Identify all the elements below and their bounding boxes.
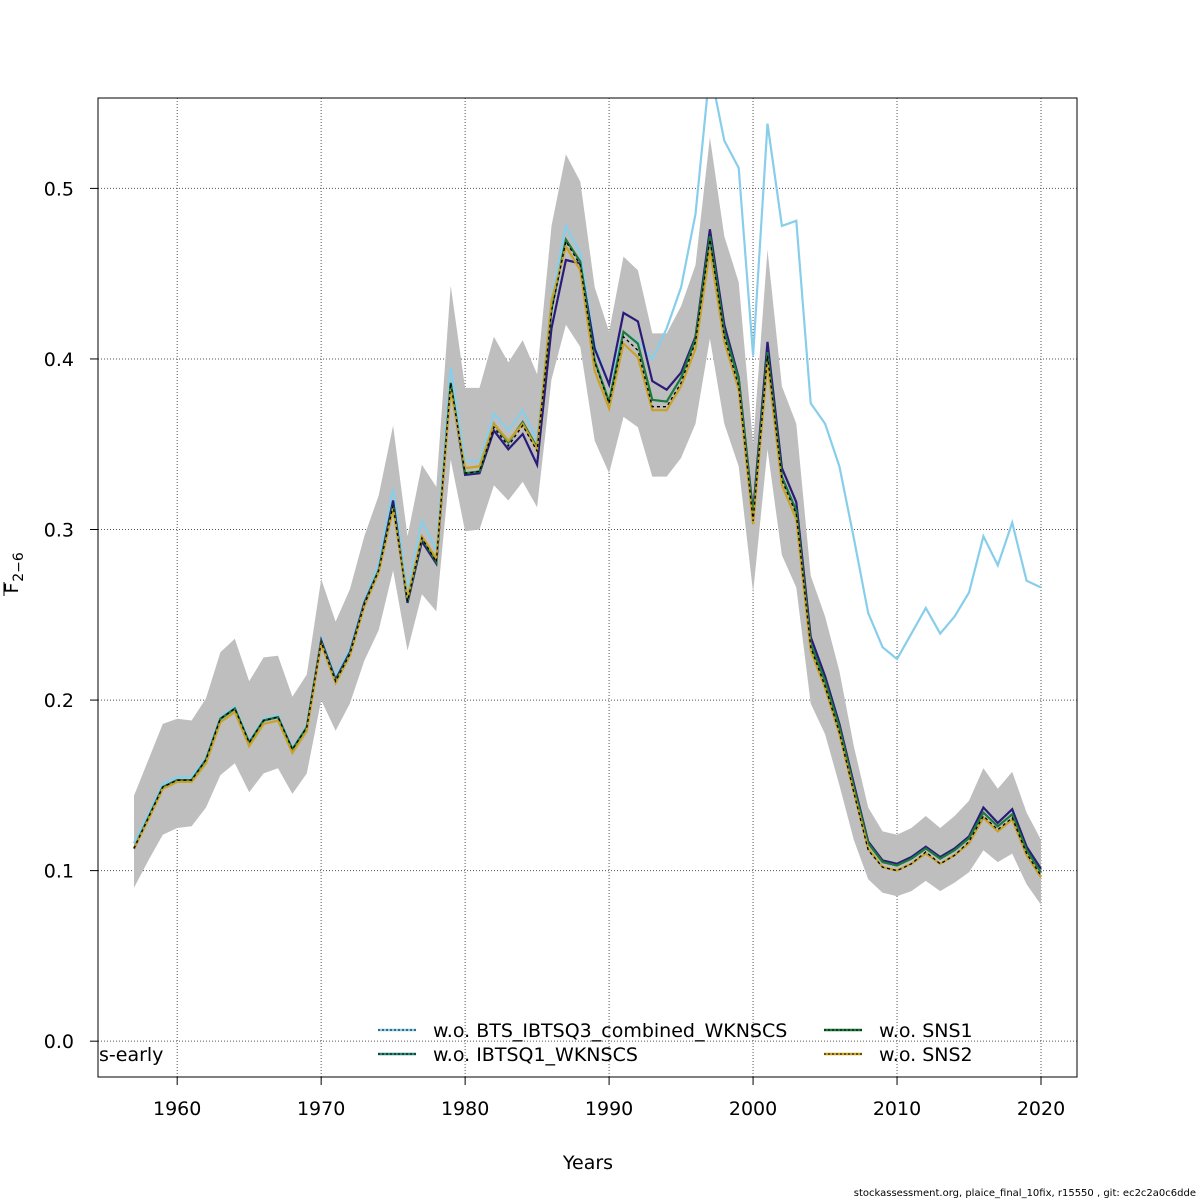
y-axis-label-main: F (1, 583, 23, 594)
x-tick-label: 1960 (153, 1098, 201, 1120)
x-tick-label: 2000 (729, 1098, 777, 1120)
x-tick-label: 2020 (1017, 1098, 1065, 1120)
plot-frame (97, 97, 1078, 1078)
x-tick-label: 2010 (873, 1098, 921, 1120)
series-line (133, 239, 1042, 877)
y-axis-label: F 2−6 (1, 552, 27, 596)
x-axis-label: Years (562, 1152, 613, 1174)
legend-label: w.o. SNS1 (879, 1020, 973, 1042)
y-tick-label: 0.0 (44, 1031, 74, 1053)
y-tick-label: 0.5 (44, 178, 74, 200)
y-tick-label: 0.4 (44, 349, 74, 371)
legend-label: w.o. SNS2 (879, 1044, 973, 1066)
footer-credit: stockassessment.org, plaice_final_10fix,… (854, 1188, 1196, 1199)
confidence-band-layer (134, 137, 1041, 905)
axis-layer: 1960 1970 1980 1990 2000 2010 2020 0.0 0.1 0.2 0.3… (44, 178, 1065, 1120)
x-tick-label: 1990 (585, 1098, 633, 1120)
legend-label: w.o. IBTSQ1_WKNSCS (433, 1044, 638, 1066)
y-axis-label-sub: 2−6 (11, 552, 27, 582)
corner-label: s-early (99, 1044, 163, 1066)
y-tick-label: 0.3 (44, 520, 74, 542)
x-tick-label: 1980 (441, 1098, 489, 1120)
y-tick-label: 0.2 (44, 690, 74, 712)
confidence-band (134, 137, 1041, 905)
legend-label: w.o. BTS_IBTSQ3_combined_WKNSCS (433, 1020, 787, 1042)
y-tick-label: 0.1 (44, 861, 74, 883)
series-layer (133, 98, 1042, 879)
x-tick-label: 1970 (297, 1098, 345, 1120)
